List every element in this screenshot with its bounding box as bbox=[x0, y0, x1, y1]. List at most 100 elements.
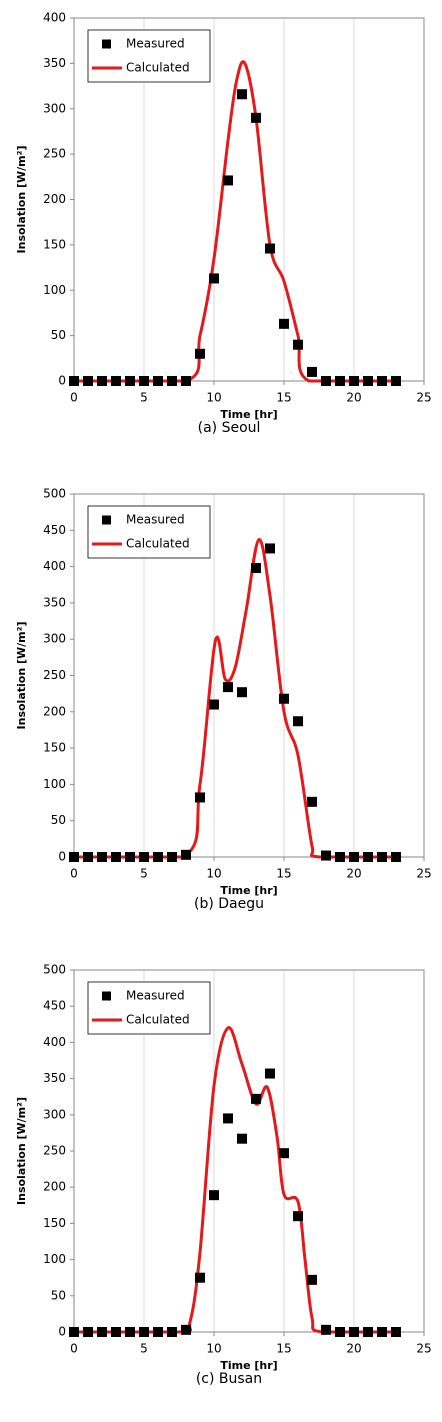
y-tick-label: 0 bbox=[58, 374, 66, 388]
measured-point bbox=[125, 376, 135, 386]
measured-point bbox=[181, 376, 191, 386]
measured-point bbox=[237, 687, 247, 698]
measured-point bbox=[139, 376, 149, 386]
x-tick-label: 20 bbox=[346, 867, 361, 881]
measured-point bbox=[69, 376, 79, 386]
measured-point bbox=[125, 852, 135, 862]
measured-point bbox=[335, 376, 345, 386]
calculated-line bbox=[74, 60, 396, 383]
measured-point bbox=[209, 1190, 219, 1201]
measured-point bbox=[391, 852, 401, 862]
measured-point bbox=[223, 175, 233, 186]
measured-point bbox=[237, 1133, 247, 1144]
measured-point bbox=[237, 89, 247, 100]
x-tick-label: 0 bbox=[70, 1342, 78, 1356]
measured-point bbox=[265, 243, 275, 254]
plot-frame bbox=[73, 493, 425, 858]
legend-label: Calculated bbox=[126, 61, 190, 75]
measured-point bbox=[321, 850, 331, 861]
x-tick-label: 5 bbox=[140, 867, 148, 881]
y-tick-label: 350 bbox=[43, 1071, 66, 1085]
y-tick-label: 0 bbox=[58, 1325, 66, 1339]
y-tick-label: 100 bbox=[43, 777, 66, 791]
y-tick-label: 200 bbox=[43, 1180, 66, 1194]
y-tick-label: 200 bbox=[43, 704, 66, 718]
measured-point bbox=[195, 1272, 205, 1283]
measured-point bbox=[363, 1327, 373, 1337]
y-tick-label: 250 bbox=[43, 147, 66, 161]
measured-point bbox=[251, 112, 261, 123]
measured-point bbox=[97, 376, 107, 386]
calculated-line bbox=[73, 538, 396, 859]
measured-point bbox=[139, 1327, 149, 1337]
measured-point bbox=[349, 1327, 359, 1337]
plot-frame bbox=[73, 969, 425, 1333]
x-tick-label: 5 bbox=[140, 391, 148, 405]
measured-point bbox=[251, 1093, 261, 1104]
x-tick-label: 10 bbox=[206, 1342, 221, 1356]
y-tick-label: 300 bbox=[43, 101, 66, 115]
measured-point bbox=[335, 852, 345, 862]
measured-point bbox=[111, 376, 121, 386]
x-tick-label: 15 bbox=[276, 867, 291, 881]
measured-point bbox=[293, 1211, 303, 1222]
measured-point bbox=[363, 852, 373, 862]
measured-point bbox=[83, 1327, 93, 1337]
caption: (a) Seoul bbox=[198, 420, 261, 436]
y-tick-label: 300 bbox=[43, 1107, 66, 1121]
legend-box bbox=[87, 981, 211, 1035]
measured-point bbox=[209, 699, 219, 710]
caption: (c) Busan bbox=[196, 1371, 262, 1387]
y-tick-label: 50 bbox=[51, 328, 66, 342]
caption: (b) Daegu bbox=[194, 896, 264, 912]
x-tick-label: 15 bbox=[276, 1342, 291, 1356]
measured-point bbox=[251, 563, 261, 574]
measured-point bbox=[321, 376, 331, 386]
legend-label: Measured bbox=[126, 989, 185, 1003]
y-tick-label: 350 bbox=[43, 595, 66, 609]
measured-point bbox=[377, 1327, 387, 1337]
measured-point bbox=[97, 852, 107, 862]
legend-marker bbox=[102, 991, 111, 1001]
y-tick-label: 50 bbox=[51, 1288, 66, 1302]
measured-point bbox=[223, 682, 233, 693]
y-tick-label: 100 bbox=[43, 1252, 66, 1266]
y-tick-label: 350 bbox=[43, 56, 66, 70]
y-tick-label: 500 bbox=[43, 487, 66, 501]
x-tick-label: 25 bbox=[416, 1342, 431, 1356]
y-tick-label: 400 bbox=[43, 559, 66, 573]
measured-point bbox=[377, 376, 387, 386]
calculated-line bbox=[73, 1026, 396, 1334]
y-tick-label: 0 bbox=[58, 850, 66, 864]
legend-box bbox=[87, 505, 211, 559]
measured-point bbox=[391, 376, 401, 386]
x-tick-label: 10 bbox=[206, 867, 221, 881]
measured-point bbox=[83, 376, 93, 386]
measured-point bbox=[377, 852, 387, 862]
measured-point bbox=[363, 376, 373, 386]
y-tick-label: 300 bbox=[43, 632, 66, 646]
measured-point bbox=[69, 1327, 79, 1337]
measured-point bbox=[279, 318, 289, 329]
measured-point bbox=[167, 1327, 177, 1337]
measured-point bbox=[125, 1327, 135, 1337]
y-axis-title: Insolation [W/m²] bbox=[15, 146, 28, 254]
x-tick-label: 10 bbox=[206, 391, 221, 405]
measured-point bbox=[69, 852, 79, 862]
y-axis-title: Insolation [W/m²] bbox=[15, 622, 28, 730]
y-tick-label: 400 bbox=[43, 1035, 66, 1049]
measured-point bbox=[321, 1324, 331, 1335]
measured-point bbox=[153, 376, 163, 386]
measured-point bbox=[307, 796, 317, 807]
x-axis-title: Time [hr] bbox=[220, 408, 277, 421]
x-tick-label: 0 bbox=[70, 391, 78, 405]
y-tick-label: 100 bbox=[43, 283, 66, 297]
y-tick-label: 500 bbox=[43, 963, 66, 977]
measured-point bbox=[111, 1327, 121, 1337]
measured-point bbox=[349, 376, 359, 386]
measured-point bbox=[195, 792, 205, 803]
y-tick-label: 250 bbox=[43, 668, 66, 682]
x-tick-label: 25 bbox=[416, 867, 431, 881]
x-tick-label: 25 bbox=[416, 391, 431, 405]
